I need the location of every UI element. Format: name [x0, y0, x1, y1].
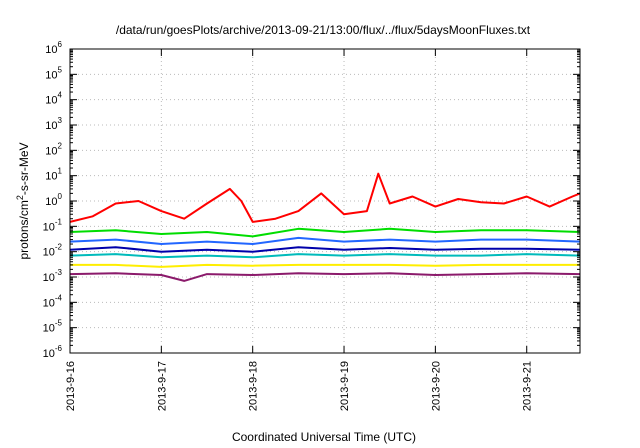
series-group	[69, 172, 581, 282]
y-tick-exponent: 4	[58, 91, 63, 100]
y-tick-label: 106	[45, 40, 62, 56]
y-tick-exponent: 1	[58, 167, 63, 176]
y-tick-label: 102	[45, 141, 62, 157]
y-tick-exponent: -3	[55, 268, 63, 277]
y-tick-base: 10	[43, 323, 55, 335]
series-line	[69, 236, 581, 245]
x-tick-label: 2013-9-18	[248, 361, 260, 411]
y-tick-exponent: -1	[55, 217, 63, 226]
y-tick-base: 10	[43, 348, 55, 360]
y-tick-base: 10	[45, 120, 57, 132]
y-tick-label: 10-3	[43, 268, 63, 284]
y-tick-exponent: 0	[58, 192, 63, 201]
y-tick-base: 10	[45, 69, 57, 81]
grid	[70, 49, 580, 353]
chart-title: /data/run/goesPlots/archive/2013-09-21/1…	[116, 23, 531, 37]
y-tick-label: 10-4	[43, 293, 63, 309]
y-tick-exponent: 2	[58, 141, 63, 150]
y-tick-label: 101	[45, 167, 62, 183]
y-tick-base: 10	[45, 196, 57, 208]
tick-marks	[69, 48, 580, 354]
y-tick-exponent: 5	[58, 65, 63, 74]
y-tick-base: 10	[45, 44, 57, 56]
y-tick-base: 10	[43, 272, 55, 284]
x-axis-label: Coordinated Universal Time (UTC)	[232, 430, 416, 444]
y-tick-label: 10-5	[43, 319, 63, 335]
y-label-part: -s-sr-MeV	[17, 142, 31, 195]
y-tick-base: 10	[43, 297, 55, 309]
x-tick-label: 2013-9-17	[156, 361, 168, 411]
y-tick-label: 100	[45, 192, 62, 208]
series-line	[69, 253, 581, 259]
y-tick-base: 10	[43, 221, 55, 233]
series-line	[69, 246, 581, 253]
y-tick-label: 103	[45, 116, 62, 132]
x-tick-label: 2013-9-21	[522, 361, 534, 411]
y-tick-label: 104	[45, 91, 62, 107]
x-tick-label: 2013-9-19	[339, 361, 351, 411]
y-tick-exponent: -2	[55, 243, 63, 252]
y-tick-base: 10	[45, 95, 57, 107]
x-tick-label: 2013-9-16	[65, 361, 77, 411]
y-tick-label: 10-2	[43, 243, 63, 259]
y-tick-exponent: 3	[58, 116, 63, 125]
y-tick-labels: 10-610-510-410-310-210-11001011021031041…	[43, 40, 63, 360]
y-label-superscript: 2	[15, 195, 25, 200]
y-tick-label: 10-1	[43, 217, 63, 233]
series-line	[70, 263, 580, 268]
x-tick-labels: 2013-9-16 2013-9-17 2013-9-18 2013-9-19 2013…	[65, 361, 534, 411]
series-line	[69, 272, 581, 282]
y-axis-label: protons/cm2-s-sr-MeV	[15, 142, 31, 259]
y-tick-exponent: -4	[55, 293, 63, 302]
y-tick-base: 10	[45, 171, 57, 183]
y-label-part: protons/cm	[17, 200, 31, 259]
series-line	[69, 172, 581, 223]
y-tick-base: 10	[43, 247, 55, 259]
x-tick-label: 2013-9-20	[430, 361, 442, 411]
y-tick-label: 10-6	[43, 344, 63, 360]
y-tick-base: 10	[45, 145, 57, 157]
y-tick-exponent: -6	[55, 344, 63, 353]
series-line	[69, 227, 581, 238]
y-tick-exponent: -5	[55, 319, 63, 328]
y-tick-label: 105	[45, 65, 62, 81]
y-tick-exponent: 6	[58, 40, 63, 49]
